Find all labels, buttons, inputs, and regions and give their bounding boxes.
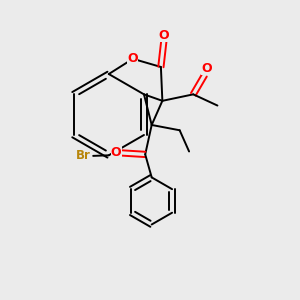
Text: Br: Br — [76, 149, 91, 162]
Text: O: O — [128, 52, 138, 65]
Text: O: O — [201, 62, 211, 75]
Text: O: O — [158, 29, 169, 42]
Text: O: O — [111, 146, 122, 159]
